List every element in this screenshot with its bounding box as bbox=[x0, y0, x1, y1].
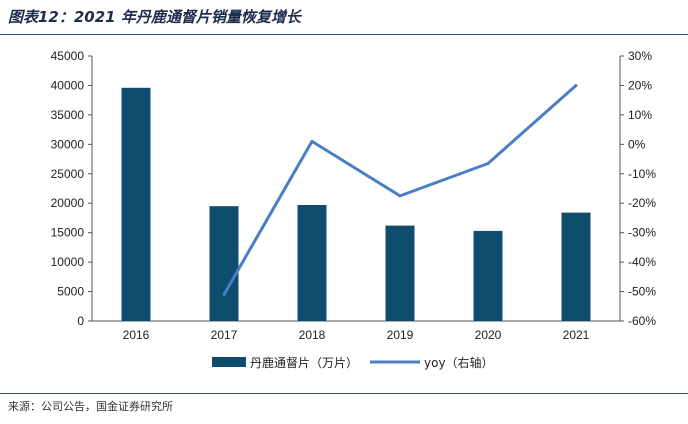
combo-chart: 2016 2017 2018 2019 2020 2021 0 5000 10000 15000… bbox=[51, 49, 657, 370]
right-tick-label: 30% bbox=[628, 49, 652, 63]
line-point bbox=[574, 83, 578, 87]
figure-title: 图表12：2021 年丹鹿通督片销量恢复增长 bbox=[8, 8, 301, 26]
left-tick-label: 30000 bbox=[51, 137, 85, 151]
left-tick-label: 0 bbox=[77, 314, 84, 328]
line-point bbox=[222, 293, 226, 296]
source-divider bbox=[0, 393, 688, 394]
line-point bbox=[398, 194, 402, 198]
legend-line-label: yoy（右轴） bbox=[424, 355, 494, 370]
left-tick-label: 15000 bbox=[51, 226, 85, 240]
x-tick-label: 2018 bbox=[299, 328, 326, 342]
chart-axes bbox=[88, 55, 624, 322]
line-point bbox=[486, 161, 490, 165]
left-tick-label: 45000 bbox=[51, 49, 85, 63]
bar bbox=[561, 212, 591, 321]
left-tick-label: 40000 bbox=[51, 78, 85, 92]
bar bbox=[297, 204, 327, 321]
bar-series bbox=[121, 87, 591, 321]
left-tick-label: 25000 bbox=[51, 167, 85, 181]
bar bbox=[473, 230, 503, 321]
x-tick-label: 2020 bbox=[475, 328, 502, 342]
bar bbox=[121, 87, 151, 321]
legend-bar-label: 丹鹿通督片（万片） bbox=[250, 355, 358, 370]
line-series bbox=[222, 83, 578, 296]
x-tick-labels: 2016 2017 2018 2019 2020 2021 bbox=[123, 328, 590, 342]
left-tick-labels: 0 5000 10000 15000 20000 25000 30000 35000 40000… bbox=[51, 49, 85, 328]
right-tick-label: -50% bbox=[628, 285, 656, 299]
x-tick-label: 2016 bbox=[123, 328, 150, 342]
title-divider bbox=[0, 34, 688, 35]
right-tick-label: -20% bbox=[628, 196, 656, 210]
left-tick-label: 35000 bbox=[51, 108, 85, 122]
chart-legend: 丹鹿通督片（万片） yoy（右轴） bbox=[212, 355, 494, 370]
right-tick-label: -60% bbox=[628, 314, 656, 328]
right-tick-label: 0% bbox=[628, 137, 646, 151]
legend-bar-swatch bbox=[212, 357, 246, 367]
right-tick-label: -30% bbox=[628, 226, 656, 240]
x-tick-label: 2017 bbox=[211, 328, 238, 342]
line-point bbox=[310, 139, 314, 143]
source-note: 来源：公司公告，国金证券研究所 bbox=[8, 400, 173, 413]
bar bbox=[385, 225, 415, 321]
right-tick-labels: -60% -50% -40% -30% -20% -10% 0% 10% 20% 30% bbox=[628, 49, 656, 328]
x-tick-label: 2021 bbox=[563, 328, 590, 342]
left-tick-label: 10000 bbox=[51, 255, 85, 269]
left-tick-label: 5000 bbox=[57, 285, 84, 299]
right-tick-label: -10% bbox=[628, 167, 656, 181]
left-tick-label: 20000 bbox=[51, 196, 85, 210]
bar bbox=[209, 206, 239, 321]
right-tick-label: 10% bbox=[628, 108, 652, 122]
right-tick-label: 20% bbox=[628, 78, 652, 92]
x-tick-label: 2019 bbox=[387, 328, 414, 342]
right-tick-label: -40% bbox=[628, 255, 656, 269]
